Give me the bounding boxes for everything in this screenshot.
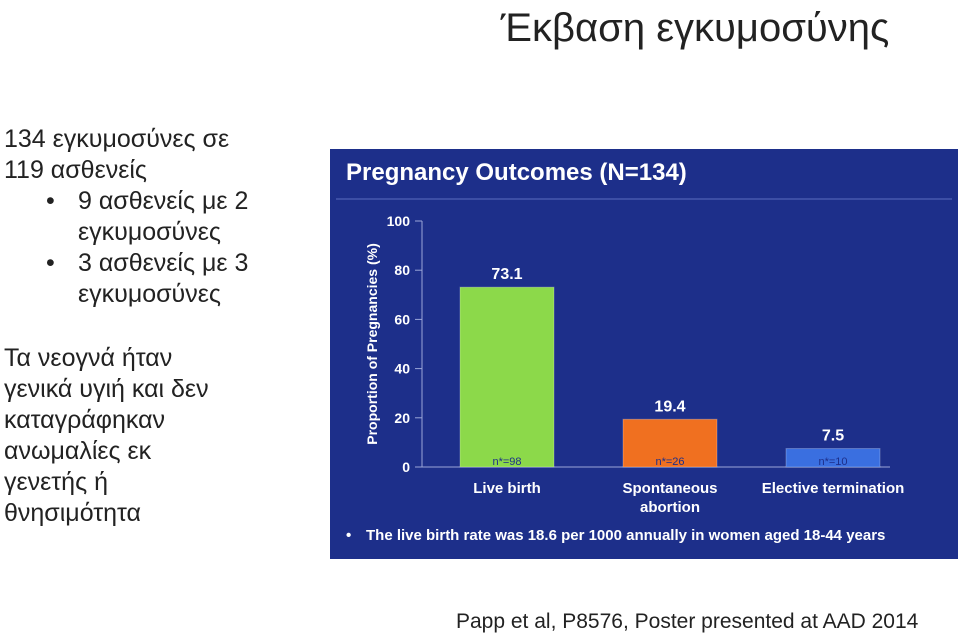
bar-count-label: n*=98 <box>492 456 521 468</box>
chart-footnote: The live birth rate was 18.6 per 1000 an… <box>366 527 885 544</box>
footnote-bullet: • <box>346 527 351 544</box>
y-tick-label: 0 <box>402 459 410 475</box>
x-tick-label: Live birth <box>473 480 541 497</box>
slide-title: Έκβαση εγκυμοσύνης <box>0 6 960 51</box>
intro-line: 134 εγκυμοσύνες σε <box>4 125 230 153</box>
outcome-paragraph: Τα νεογνά ήταν γενικά υγιή και δεν καταγ… <box>4 343 324 529</box>
chart-title: Pregnancy Outcomes (N=134) <box>346 159 687 186</box>
outcome-line: γενικά υγιή και δεν <box>4 375 209 403</box>
bar <box>459 286 555 468</box>
chart-panel: Pregnancy Outcomes (N=134) Proportion of … <box>330 149 958 559</box>
bar-count-label: n*=10 <box>818 456 847 468</box>
bar-value-label: 73.1 <box>491 266 522 283</box>
y-tick-label: 100 <box>387 213 411 229</box>
y-tick-label: 20 <box>394 410 410 426</box>
intro-paragraph: 134 εγκυμοσύνες σε 119 ασθενείς <box>4 124 324 186</box>
bar-count-label: n*=26 <box>655 456 684 468</box>
bullet-line: εγκυμοσύνες <box>78 280 221 308</box>
outcome-line: γενετής ή <box>4 468 108 496</box>
y-axis-label: Proportion of Pregnancies (%) <box>364 243 380 444</box>
bar-value-label: 19.4 <box>654 398 685 415</box>
bullet-line: 9 ασθενείς με 2 <box>78 187 249 215</box>
x-tick-label: abortion <box>640 499 700 516</box>
bullet-line: 3 ασθενείς με 3 <box>78 249 249 277</box>
bullet-item: 3 ασθενείς με 3 εγκυμοσύνες <box>4 248 324 310</box>
citation: Papp et al, P8576, Poster presented at A… <box>456 610 919 633</box>
bar-value-label: 7.5 <box>822 428 844 445</box>
slide-title-text: Έκβαση εγκυμοσύνης <box>500 6 890 50</box>
x-tick-label: Spontaneous <box>622 480 717 497</box>
bar-chart: Pregnancy Outcomes (N=134) Proportion of … <box>336 159 952 544</box>
bullet-list: 9 ασθενείς με 2 εγκυμοσύνες 3 ασθενείς μ… <box>4 186 324 310</box>
outcome-line: ανωμαλίες εκ <box>4 437 152 465</box>
outcome-line: καταγράφηκαν <box>4 406 166 434</box>
left-text-block: 134 εγκυμοσύνες σε 119 ασθενείς 9 ασθενε… <box>4 124 324 529</box>
intro-line: 119 ασθενείς <box>4 156 147 184</box>
bar <box>622 418 718 468</box>
y-tick-label: 80 <box>394 262 410 278</box>
bullet-item: 9 ασθενείς με 2 εγκυμοσύνες <box>4 186 324 248</box>
bullet-line: εγκυμοσύνες <box>78 218 221 246</box>
y-tick-label: 40 <box>394 361 410 377</box>
y-tick-label: 60 <box>394 311 410 327</box>
outcome-line: Τα νεογνά ήταν <box>4 344 173 372</box>
bar <box>785 448 881 468</box>
outcome-line: θνησιμότητα <box>4 499 141 527</box>
x-tick-label: Elective termination <box>762 480 905 497</box>
